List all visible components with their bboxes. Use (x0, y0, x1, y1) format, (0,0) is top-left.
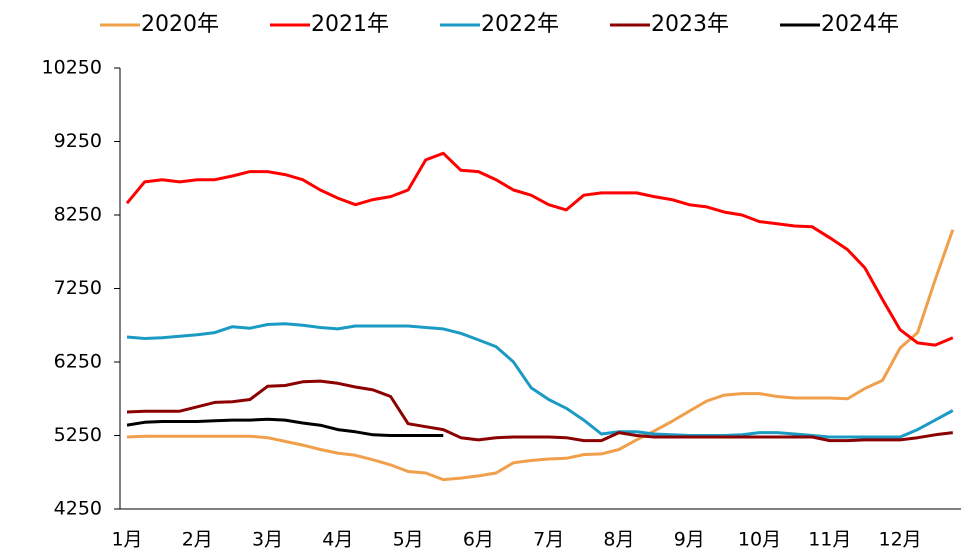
x-tick-label: 6月 (463, 529, 494, 551)
y-tick-label: 10250 (42, 57, 102, 79)
legend-label: 2023年 (651, 12, 729, 37)
x-tick-label: 7月 (533, 529, 564, 551)
series-line (125, 151, 954, 347)
legend-label: 2022年 (481, 12, 559, 37)
y-tick-label: 6250 (54, 351, 102, 373)
x-tick-label: 3月 (252, 529, 283, 551)
x-tick-label: 11月 (808, 529, 851, 551)
x-tick-label: 9月 (674, 529, 705, 551)
x-tick-label: 1月 (111, 529, 142, 551)
legend-label: 2020年 (141, 12, 219, 37)
series-line (126, 229, 955, 482)
x-tick-label: 12月 (878, 529, 921, 551)
x-tick-label: 8月 (603, 529, 634, 551)
x-tick-label: 4月 (322, 529, 353, 551)
y-tick-label: 7250 (54, 277, 102, 299)
series-line (126, 417, 444, 437)
y-tick-label: 4250 (54, 498, 102, 520)
legend-label: 2024年 (821, 12, 899, 37)
series-line (126, 322, 954, 439)
x-tick-label: 5月 (393, 529, 424, 551)
legend-label: 2021年 (311, 12, 389, 37)
y-tick-label: 5250 (54, 424, 102, 446)
series-line (126, 379, 953, 443)
y-tick-label: 9250 (54, 130, 102, 152)
y-tick-label: 8250 (54, 204, 102, 226)
x-tick-label: 10月 (738, 529, 781, 551)
x-tick-label: 2月 (182, 529, 213, 551)
